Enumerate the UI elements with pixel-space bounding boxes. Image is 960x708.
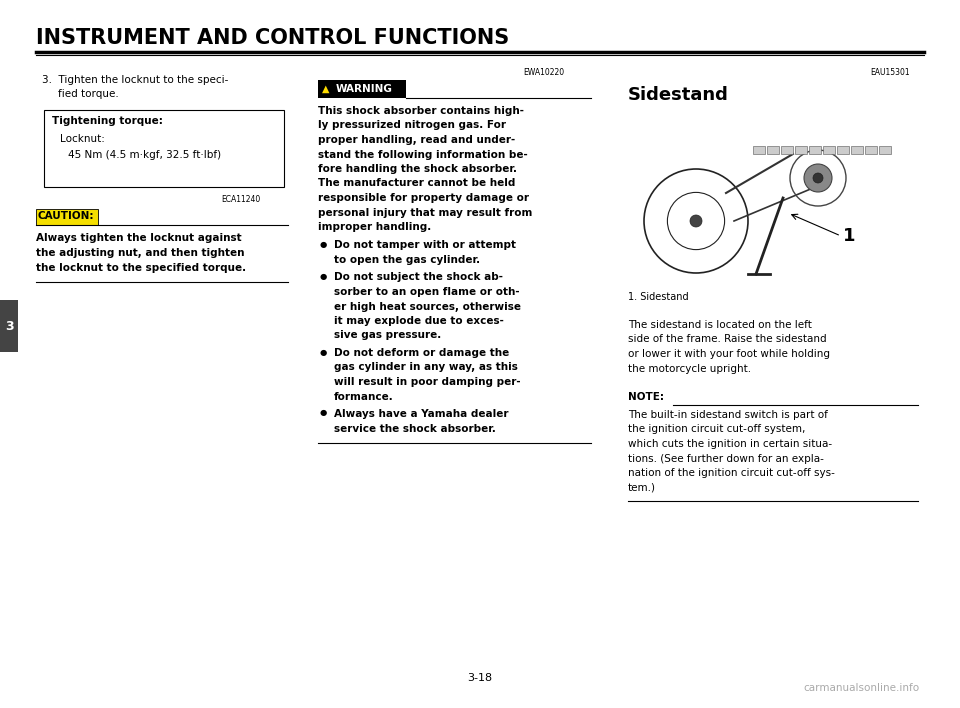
Text: service the shock absorber.: service the shock absorber. <box>334 423 496 433</box>
Text: ●: ● <box>320 348 327 357</box>
Text: Tightening torque:: Tightening torque: <box>52 116 163 126</box>
Text: tions. (See further down for an expla-: tions. (See further down for an expla- <box>628 454 824 464</box>
Text: ▲: ▲ <box>322 84 329 94</box>
Text: WARNING: WARNING <box>336 84 393 94</box>
Text: Do not deform or damage the: Do not deform or damage the <box>334 348 509 358</box>
Bar <box>0 300 18 352</box>
Circle shape <box>690 215 702 227</box>
Text: EAU15301: EAU15301 <box>870 68 910 77</box>
Bar <box>879 146 891 154</box>
Text: the motorcycle upright.: the motorcycle upright. <box>628 363 751 374</box>
Text: proper handling, read and under-: proper handling, read and under- <box>318 135 516 145</box>
Text: improper handling.: improper handling. <box>318 222 431 232</box>
Text: to open the gas cylinder.: to open the gas cylinder. <box>334 255 480 265</box>
Text: 3.  Tighten the locknut to the speci-: 3. Tighten the locknut to the speci- <box>42 75 228 85</box>
Bar <box>823 146 835 154</box>
Bar <box>628 116 918 284</box>
Text: 45 Nm (4.5 m·kgf, 32.5 ft·lbf): 45 Nm (4.5 m·kgf, 32.5 ft·lbf) <box>68 150 221 160</box>
Text: sive gas pressure.: sive gas pressure. <box>334 331 442 341</box>
Text: ●: ● <box>320 272 327 281</box>
Text: Do not tamper with or attempt: Do not tamper with or attempt <box>334 241 516 251</box>
Text: tem.): tem.) <box>628 482 656 493</box>
Bar <box>809 146 821 154</box>
Text: ●: ● <box>320 240 327 249</box>
Bar <box>318 80 406 98</box>
Text: ●: ● <box>320 409 327 418</box>
Bar <box>795 146 807 154</box>
Text: Locknut:: Locknut: <box>60 134 105 144</box>
Text: sorber to an open flame or oth-: sorber to an open flame or oth- <box>334 287 519 297</box>
Text: Always have a Yamaha dealer: Always have a Yamaha dealer <box>334 409 509 419</box>
Text: CAUTION:: CAUTION: <box>38 211 94 221</box>
Text: nation of the ignition circuit cut-off sys-: nation of the ignition circuit cut-off s… <box>628 468 835 478</box>
Text: Always tighten the locknut against: Always tighten the locknut against <box>36 233 242 243</box>
Text: ly pressurized nitrogen gas. For: ly pressurized nitrogen gas. For <box>318 120 506 130</box>
Text: the ignition circuit cut-off system,: the ignition circuit cut-off system, <box>628 425 805 435</box>
Bar <box>781 146 793 154</box>
Bar <box>44 110 284 187</box>
Text: Sidestand: Sidestand <box>628 86 729 104</box>
Text: The built-in sidestand switch is part of: The built-in sidestand switch is part of <box>628 410 828 420</box>
Text: NOTE:: NOTE: <box>628 392 664 402</box>
Text: responsible for property damage or: responsible for property damage or <box>318 193 529 203</box>
Text: fore handling the shock absorber.: fore handling the shock absorber. <box>318 164 517 174</box>
Text: it may explode due to exces-: it may explode due to exces- <box>334 316 504 326</box>
Text: The sidestand is located on the left: The sidestand is located on the left <box>628 320 812 330</box>
Text: will result in poor damping per-: will result in poor damping per- <box>334 377 520 387</box>
Text: Do not subject the shock ab-: Do not subject the shock ab- <box>334 273 503 282</box>
Text: The manufacturer cannot be held: The manufacturer cannot be held <box>318 178 516 188</box>
Text: gas cylinder in any way, as this: gas cylinder in any way, as this <box>334 362 517 372</box>
Bar <box>865 146 877 154</box>
Bar <box>36 209 98 225</box>
Text: the adjusting nut, and then tighten: the adjusting nut, and then tighten <box>36 248 245 258</box>
Text: carmanualsonline.info: carmanualsonline.info <box>804 683 920 693</box>
Text: 3: 3 <box>5 319 13 333</box>
Text: formance.: formance. <box>334 392 394 401</box>
Bar <box>837 146 849 154</box>
Text: ECA11240: ECA11240 <box>221 195 260 204</box>
Text: which cuts the ignition in certain situa-: which cuts the ignition in certain situa… <box>628 439 832 449</box>
Circle shape <box>813 173 823 183</box>
Text: EWA10220: EWA10220 <box>523 68 564 77</box>
Circle shape <box>804 164 832 192</box>
Text: or lower it with your foot while holding: or lower it with your foot while holding <box>628 349 830 359</box>
Bar <box>753 146 765 154</box>
Bar <box>767 146 779 154</box>
Text: personal injury that may result from: personal injury that may result from <box>318 207 533 217</box>
Text: 1: 1 <box>843 227 855 245</box>
Text: side of the frame. Raise the sidestand: side of the frame. Raise the sidestand <box>628 334 827 345</box>
Text: the locknut to the specified torque.: the locknut to the specified torque. <box>36 263 246 273</box>
Text: er high heat sources, otherwise: er high heat sources, otherwise <box>334 302 521 312</box>
Text: 1. Sidestand: 1. Sidestand <box>628 292 688 302</box>
Text: This shock absorber contains high-: This shock absorber contains high- <box>318 106 524 116</box>
Bar <box>851 146 863 154</box>
Text: 3-18: 3-18 <box>468 673 492 683</box>
Text: fied torque.: fied torque. <box>58 89 119 99</box>
Text: INSTRUMENT AND CONTROL FUNCTIONS: INSTRUMENT AND CONTROL FUNCTIONS <box>36 28 509 48</box>
Text: stand the following information be-: stand the following information be- <box>318 149 528 159</box>
